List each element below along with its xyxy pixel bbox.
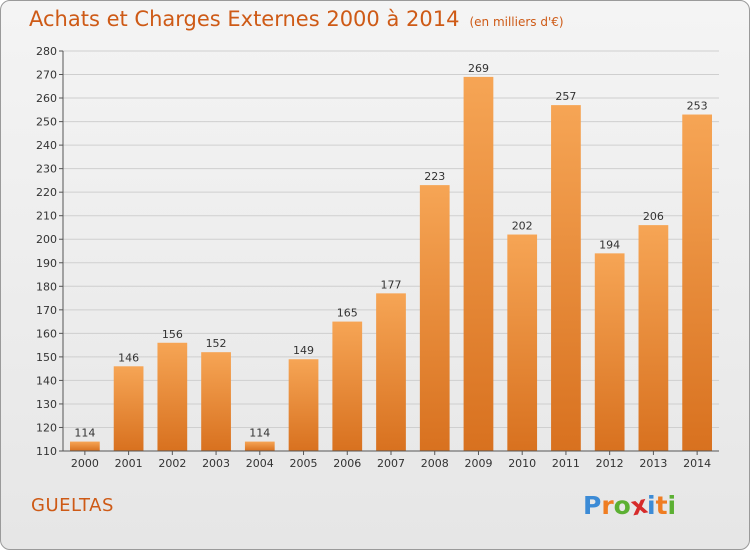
y-tick-label: 210 bbox=[36, 210, 57, 223]
axes bbox=[62, 51, 719, 452]
y-tick-label: 280 bbox=[36, 45, 57, 58]
data-label-2000: 114 bbox=[74, 427, 95, 440]
y-tick-label: 200 bbox=[36, 233, 57, 246]
bar-2001 bbox=[113, 366, 144, 451]
x-tick-label: 2010 bbox=[508, 457, 536, 470]
bar-2013 bbox=[638, 225, 669, 451]
logo-letter: i bbox=[667, 491, 677, 520]
logo-letter: o bbox=[613, 491, 631, 520]
y-tick-label: 240 bbox=[36, 139, 57, 152]
data-label-2001: 146 bbox=[118, 351, 139, 364]
logo-letter: i bbox=[647, 491, 656, 520]
x-tick-label: 2006 bbox=[333, 457, 361, 470]
data-label-2006: 165 bbox=[337, 307, 358, 320]
x-tick-label: 2002 bbox=[158, 457, 186, 470]
bar-2011 bbox=[551, 105, 581, 451]
y-tick-label: 120 bbox=[36, 421, 57, 434]
y-tick-label: 180 bbox=[36, 280, 57, 293]
data-labels: 114 146 156 152 114 149 165 177 223 269 202 257 194 2… bbox=[74, 62, 707, 440]
x-tick-label: 2012 bbox=[596, 457, 624, 470]
x-tick-label: 2008 bbox=[421, 457, 449, 470]
y-tick-label: 110 bbox=[36, 445, 57, 458]
x-tick-label: 2011 bbox=[552, 457, 580, 470]
title-text: Achats et Charges Externes 2000 à 2014 bbox=[29, 7, 460, 31]
y-tick-label: 260 bbox=[36, 92, 57, 105]
data-label-2007: 177 bbox=[381, 278, 402, 291]
data-label-2003: 152 bbox=[206, 337, 227, 350]
bar-2004 bbox=[244, 441, 275, 451]
data-label-2005: 149 bbox=[293, 344, 314, 357]
bar-2014 bbox=[682, 114, 713, 451]
y-tick-label: 230 bbox=[36, 163, 57, 176]
bar-2000 bbox=[69, 441, 100, 451]
logo-letter: t bbox=[655, 491, 668, 520]
proxiti-logo[interactable]: Proxiti bbox=[583, 490, 677, 522]
y-axis-ticks: 110 120 130 140 150 160 170 180 190 200 210 220 230 2… bbox=[36, 45, 63, 458]
bar-2002 bbox=[157, 342, 188, 451]
y-tick-label: 250 bbox=[36, 116, 57, 129]
y-tick-label: 190 bbox=[36, 257, 57, 270]
bar-2012 bbox=[594, 253, 625, 451]
y-tick-label: 130 bbox=[36, 398, 57, 411]
data-label-2009: 269 bbox=[468, 62, 489, 75]
x-tick-label: 2013 bbox=[639, 457, 667, 470]
x-tick-label: 2014 bbox=[683, 457, 711, 470]
y-tick-label: 270 bbox=[36, 69, 57, 82]
data-label-2013: 206 bbox=[643, 210, 664, 223]
bars bbox=[69, 76, 713, 451]
bar-2007 bbox=[376, 293, 406, 451]
data-label-2008: 223 bbox=[424, 170, 445, 183]
x-tick-label: 2009 bbox=[464, 457, 492, 470]
y-tick-label: 220 bbox=[36, 186, 57, 199]
y-tick-label: 160 bbox=[36, 327, 57, 340]
y-tick-label: 170 bbox=[36, 304, 57, 317]
bar-2008 bbox=[419, 185, 450, 451]
data-label-2012: 194 bbox=[599, 238, 620, 251]
y-tick-label: 150 bbox=[36, 351, 57, 364]
y-tick-label: 140 bbox=[36, 374, 57, 387]
logo-letter: r bbox=[601, 491, 614, 520]
x-tick-label: 2004 bbox=[246, 457, 274, 470]
bar-2005 bbox=[288, 359, 319, 451]
x-tick-label: 2005 bbox=[290, 457, 318, 470]
bar-2010 bbox=[507, 234, 538, 451]
commune-name: GUELTAS bbox=[31, 495, 114, 516]
x-tick-label: 2000 bbox=[71, 457, 99, 470]
x-tick-label: 2003 bbox=[202, 457, 230, 470]
x-tick-label: 2001 bbox=[115, 457, 143, 470]
x-tick-label: 2007 bbox=[377, 457, 405, 470]
chart-title: Achats et Charges Externes 2000 à 2014 (e… bbox=[29, 7, 564, 31]
bar-2006 bbox=[332, 321, 363, 451]
chart-subtitle: (en milliers d'€) bbox=[469, 15, 564, 29]
logo-letter: P bbox=[583, 491, 602, 520]
x-axis-ticks: 2000 2001 2002 2003 2004 2005 2006 2007 2008 2009… bbox=[71, 451, 711, 470]
data-label-2002: 156 bbox=[162, 328, 183, 341]
data-label-2010: 202 bbox=[512, 220, 533, 233]
data-label-2014: 253 bbox=[687, 100, 708, 113]
data-label-2004: 114 bbox=[249, 427, 270, 440]
bar-2003 bbox=[201, 352, 231, 451]
data-label-2011: 257 bbox=[555, 90, 576, 103]
bar-2009 bbox=[463, 76, 494, 451]
